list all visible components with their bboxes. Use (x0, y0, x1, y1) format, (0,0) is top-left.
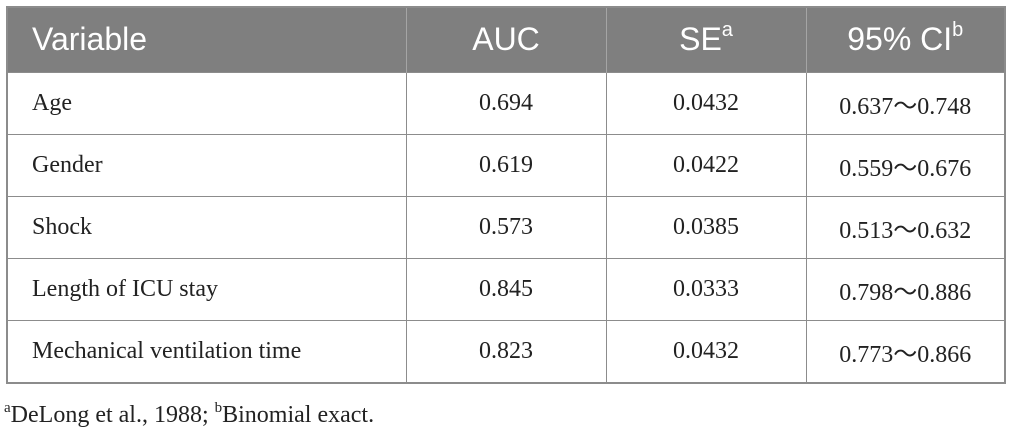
cell-ci: 0.637～0.748 (805, 71, 1004, 134)
cell-auc: 0.823 (405, 319, 606, 382)
table-body: Age 0.694 0.0432 0.637～0.748 Gender 0.61… (8, 71, 1004, 382)
cell-ci: 0.559～0.676 (805, 133, 1004, 196)
cell-se: 0.0432 (605, 71, 806, 134)
cell-se: 0.0432 (605, 319, 806, 382)
table-row: Mechanical ventilation time 0.823 0.0432… (8, 319, 1004, 382)
header-row: Variable AUC SEa 95% CIb (8, 8, 1004, 72)
auc-table-container: Variable AUC SEa 95% CIb Age 0.694 0.043… (6, 6, 1006, 384)
cell-ci: 0.798～0.886 (805, 257, 1004, 320)
header-ci-footnote-marker: b (952, 19, 964, 42)
table-header: Variable AUC SEa 95% CIb (8, 8, 1004, 72)
cell-variable: Age (8, 71, 406, 134)
cell-auc: 0.573 (405, 195, 606, 258)
auc-table: Variable AUC SEa 95% CIb Age 0.694 0.043… (8, 8, 1004, 382)
footnote-b-marker: b (214, 400, 223, 416)
footnote-a-marker: a (4, 400, 11, 416)
cell-variable: Gender (8, 133, 406, 196)
header-se: SEa (605, 8, 806, 72)
header-auc: AUC (405, 8, 606, 72)
cell-auc: 0.619 (405, 133, 606, 196)
header-se-footnote-marker: a (721, 19, 733, 42)
cell-variable: Length of ICU stay (8, 257, 406, 320)
table-footnote: aDeLong et al., 1988; bBinomial exact. (4, 400, 375, 429)
cell-se: 0.0333 (605, 257, 806, 320)
table-row: Shock 0.573 0.0385 0.513～0.632 (8, 195, 1004, 258)
cell-ci: 0.513～0.632 (805, 195, 1004, 258)
cell-variable: Mechanical ventilation time (8, 319, 406, 382)
cell-auc: 0.845 (405, 257, 606, 320)
cell-se: 0.0385 (605, 195, 806, 258)
table-row: Length of ICU stay 0.845 0.0333 0.798～0.… (8, 257, 1004, 320)
cell-auc: 0.694 (405, 71, 606, 134)
table-row: Age 0.694 0.0432 0.637～0.748 (8, 71, 1004, 134)
footnote-b-text: Binomial exact. (222, 402, 375, 428)
footnote-a-text: DeLong et al., 1988; (10, 402, 215, 428)
table-row: Gender 0.619 0.0422 0.559～0.676 (8, 133, 1004, 196)
cell-se: 0.0422 (605, 133, 806, 196)
header-variable: Variable (32, 21, 148, 58)
cell-variable: Shock (8, 195, 406, 258)
header-ci: 95% CIb (805, 8, 1004, 72)
cell-ci: 0.773～0.866 (805, 319, 1004, 382)
